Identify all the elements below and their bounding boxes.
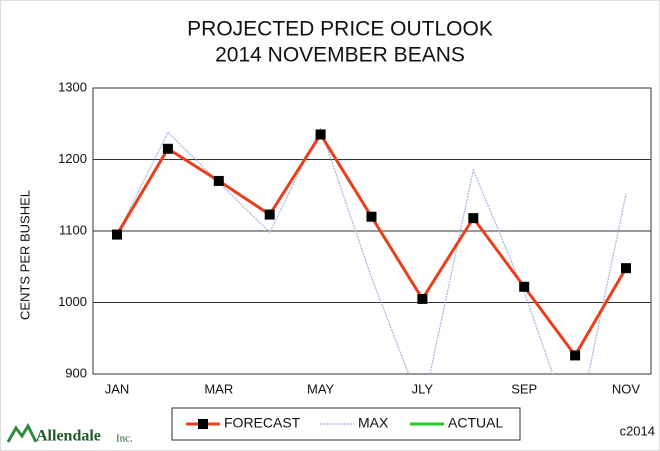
logo-suffix: Inc. <box>116 433 133 445</box>
y-axis-label: CENTS PER BUSHEL <box>17 190 32 320</box>
point-marker <box>112 229 122 240</box>
y-tick-label: 1100 <box>59 222 87 237</box>
point-marker <box>570 350 581 361</box>
x-tick-label: NOV <box>612 381 641 396</box>
x-tick-label: JAN <box>105 381 130 396</box>
plot-lines <box>112 127 631 374</box>
chart-title: PROJECTED PRICE OUTLOOK <box>187 18 493 41</box>
point-marker <box>366 211 377 222</box>
y-tick-label: 1000 <box>58 294 87 309</box>
legend-marker <box>198 419 208 429</box>
point-marker <box>213 175 224 186</box>
y-tick-label: 1200 <box>58 151 87 166</box>
x-tick-label: MAY <box>307 381 335 396</box>
logo-icon <box>6 422 38 443</box>
point-marker <box>315 129 326 140</box>
copyright: c2014 <box>620 423 655 438</box>
point-marker <box>162 143 173 154</box>
point-marker <box>621 263 631 274</box>
logo-text: Allendale <box>36 428 101 445</box>
y-tick-label: 900 <box>65 365 87 380</box>
point-marker <box>264 209 275 220</box>
legend-label: FORECAST <box>224 415 301 431</box>
logo: Allendale Inc. <box>6 422 133 445</box>
point-marker <box>468 213 479 224</box>
chart-subtitle: 2014 NOVEMBER BEANS <box>215 44 465 67</box>
x-tick-label: JLY <box>412 381 434 396</box>
legend-label: ACTUAL <box>448 415 503 431</box>
x-tick-label: SEP <box>511 381 537 396</box>
point-marker <box>519 281 530 292</box>
series-line <box>116 127 627 374</box>
y-tick-label: 1300 <box>58 79 87 94</box>
legend-label: MAX <box>358 415 389 431</box>
x-tick-label: MAR <box>204 381 233 396</box>
point-marker <box>417 293 428 304</box>
